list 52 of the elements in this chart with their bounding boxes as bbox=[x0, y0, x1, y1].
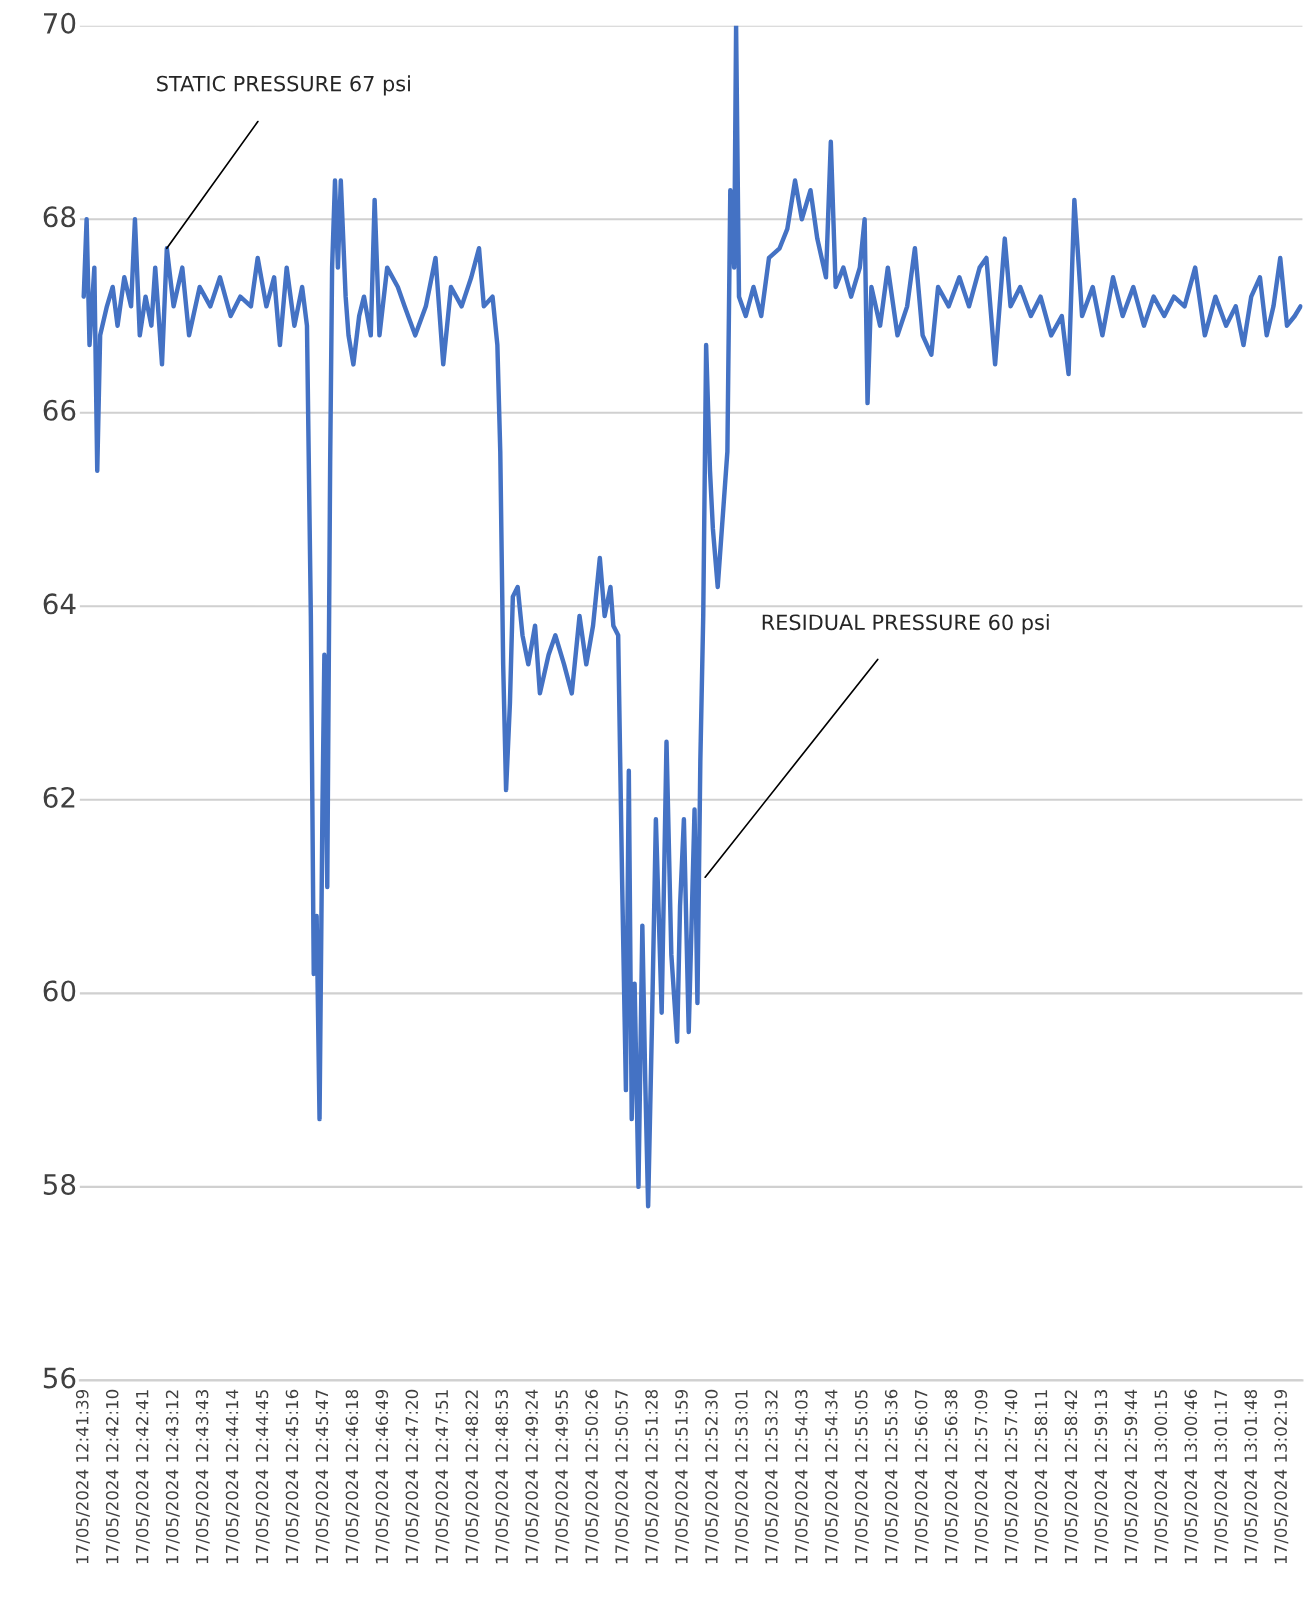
x-tick-label: 17/05/2024 12:46:49 bbox=[375, 1389, 390, 1564]
line-series bbox=[81, 25, 1303, 1209]
x-tick-label: 17/05/2024 12:47:20 bbox=[405, 1389, 420, 1564]
x-tick-label: 17/05/2024 12:48:53 bbox=[495, 1390, 510, 1564]
x-tick-label: 17/05/2024 12:46:18 bbox=[345, 1389, 360, 1564]
x-tick-label: 17/05/2024 12:41:39 bbox=[75, 1389, 90, 1564]
x-tick-label: 17/05/2024 12:42:41 bbox=[135, 1390, 150, 1564]
x-tick-label: 17/05/2024 12:45:47 bbox=[315, 1390, 330, 1564]
x-tick-label: 17/05/2024 12:53:01 bbox=[735, 1390, 749, 1564]
annotation: RESIDUAL PRESSURE 60 psi bbox=[762, 614, 1049, 635]
x-tick-label: 17/05/2024 12:44:14 bbox=[225, 1389, 240, 1564]
x-tick-label: 17/05/2024 13:01:48 bbox=[1244, 1389, 1259, 1564]
x-tick-label: 17/05/2024 12:55:36 bbox=[884, 1389, 899, 1564]
x-tick-label: 17/05/2024 12:42:10 bbox=[105, 1389, 120, 1564]
x-tick-label: 17/05/2024 13:00:46 bbox=[1184, 1389, 1199, 1564]
x-tick-label: 17/05/2024 12:59:13 bbox=[1094, 1390, 1109, 1564]
x-tick-label: 17/05/2024 12:59:44 bbox=[1124, 1389, 1139, 1564]
annotation: STATIC PRESSURE 67 psi bbox=[157, 75, 410, 96]
y-tick-label: 68 bbox=[43, 206, 76, 228]
x-tick-label: 17/05/2024 12:51:28 bbox=[645, 1389, 660, 1564]
x-tick-label: 17/05/2024 12:48:22 bbox=[465, 1390, 480, 1564]
x-tick-label: 17/05/2024 12:56:38 bbox=[944, 1389, 959, 1564]
x-tick-label: 17/05/2024 12:49:24 bbox=[525, 1389, 540, 1564]
x-tick-label: 17/05/2024 12:43:12 bbox=[165, 1390, 180, 1564]
y-tick-label: 58 bbox=[43, 1173, 76, 1195]
x-tick-label: 17/05/2024 12:53:32 bbox=[765, 1390, 779, 1564]
x-tick-label: 17/05/2024 13:01:17 bbox=[1214, 1390, 1229, 1564]
x-tick-label: 17/05/2024 13:00:15 bbox=[1154, 1390, 1169, 1564]
x-tick-label: 17/05/2024 12:47:51 bbox=[435, 1390, 450, 1564]
x-tick-label: 17/05/2024 12:49:55 bbox=[555, 1390, 570, 1564]
x-tick-label: 17/05/2024 12:55:05 bbox=[854, 1390, 869, 1564]
x-tick-label: 17/05/2024 12:44:45 bbox=[255, 1390, 270, 1564]
y-tick-label: 60 bbox=[43, 980, 76, 1002]
x-tick-label: 17/05/2024 12:52:30 bbox=[705, 1389, 720, 1564]
x-tick-label: 17/05/2024 12:51:59 bbox=[675, 1389, 690, 1564]
y-tick-label: 66 bbox=[43, 399, 76, 421]
x-tick-label: 17/05/2024 12:50:26 bbox=[585, 1389, 600, 1564]
x-tick-label: 17/05/2024 12:45:16 bbox=[285, 1389, 300, 1564]
x-tick-label: 17/05/2024 12:54:03 bbox=[795, 1390, 809, 1564]
x-tick-label: 17/05/2024 12:58:42 bbox=[1064, 1390, 1079, 1564]
x-tick-label: 17/05/2024 13:02:19 bbox=[1274, 1389, 1289, 1564]
x-tick-label: 17/05/2024 12:54:34 bbox=[824, 1389, 839, 1564]
x-tick-label: 17/05/2024 12:57:09 bbox=[974, 1389, 989, 1564]
x-tick-label: 17/05/2024 12:50:57 bbox=[615, 1390, 630, 1564]
x-tick-label: 17/05/2024 12:56:07 bbox=[914, 1390, 929, 1564]
x-tick-label: 17/05/2024 12:58:11 bbox=[1034, 1390, 1049, 1564]
x-tick-label: 17/05/2024 12:57:40 bbox=[1004, 1389, 1019, 1564]
y-tick-label: 62 bbox=[43, 786, 75, 808]
y-tick-label: 64 bbox=[43, 593, 76, 615]
y-tick-label: 70 bbox=[44, 12, 76, 34]
x-tick-label: 17/05/2024 12:43:43 bbox=[195, 1390, 210, 1564]
y-tick-label: 56 bbox=[43, 1367, 76, 1389]
